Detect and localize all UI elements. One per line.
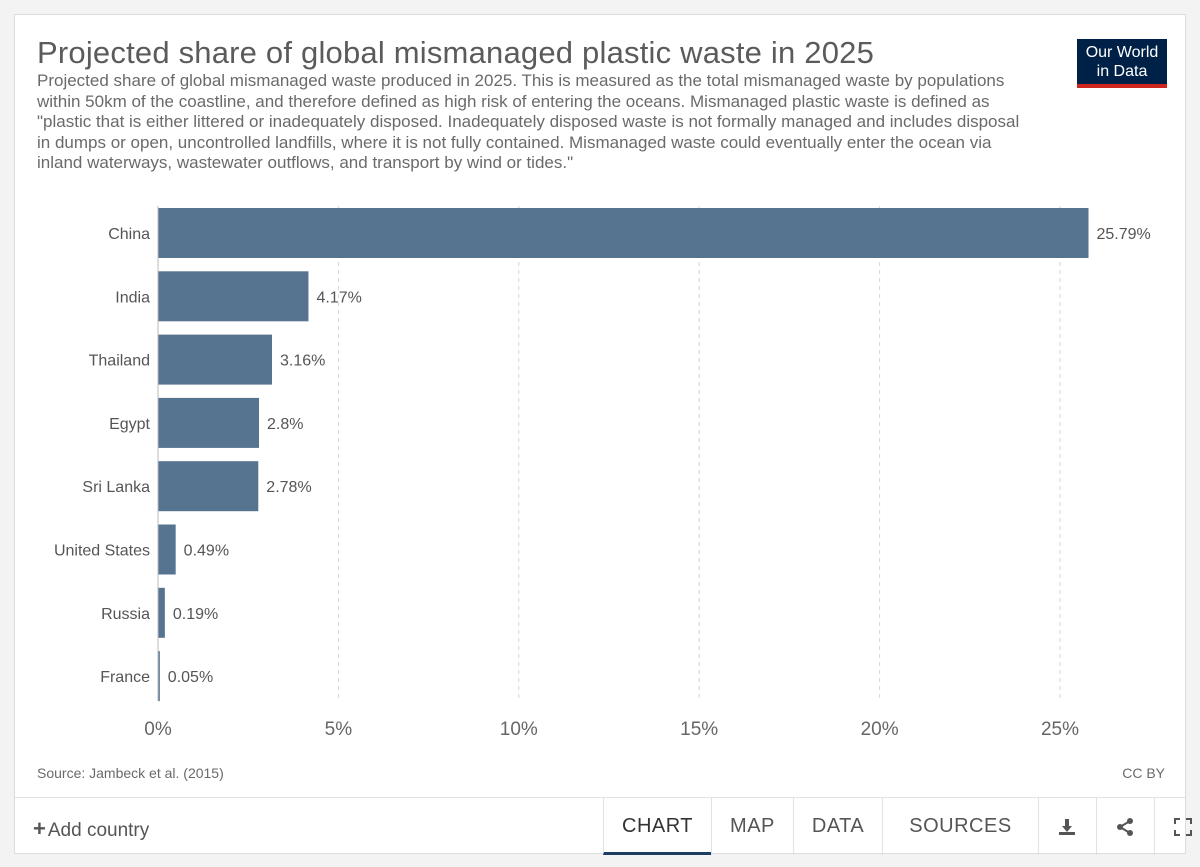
data-label: 3.16% — [280, 353, 325, 370]
bar — [158, 397, 260, 448]
bar-chart: 0% 5% 10% 15% 20% 25% China 25.79% India 4.17% Tha… — [54, 206, 1151, 740]
share-icon — [1117, 817, 1134, 836]
logo-line-2: in Data — [1096, 63, 1148, 80]
share-button[interactable] — [1095, 798, 1154, 855]
download-icon — [1059, 818, 1076, 835]
x-tick-label: 25% — [1041, 719, 1079, 740]
category-label: United States — [54, 543, 150, 560]
bar — [158, 271, 309, 322]
data-label: 0.19% — [173, 606, 218, 623]
x-tick-label: 0% — [144, 719, 172, 740]
category-label: Russia — [101, 606, 150, 623]
license-link[interactable]: CC BY — [1122, 765, 1165, 781]
tab-bar: CHART MAP DATA SOURCES — [603, 798, 1200, 855]
logo-line-1: Our World — [1085, 44, 1159, 61]
category-label: India — [115, 289, 150, 306]
x-tick-label: 15% — [680, 719, 718, 740]
plus-icon: + — [33, 816, 46, 841]
add-country-button[interactable]: + Add country — [33, 816, 149, 842]
category-label: France — [100, 669, 150, 686]
data-label: 4.17% — [316, 289, 361, 306]
category-label: Egypt — [109, 416, 150, 433]
owid-logo[interactable]: Our World in Data — [1077, 39, 1167, 88]
tab-sources[interactable]: SOURCES — [882, 798, 1037, 855]
data-label: 0.05% — [168, 669, 213, 686]
bar — [158, 651, 160, 702]
fullscreen-icon — [1174, 817, 1193, 836]
data-label: 2.8% — [267, 416, 303, 433]
chart-card: Projected share of global mismanaged pla… — [14, 14, 1193, 855]
data-label: 2.78% — [266, 479, 311, 496]
chart-subtitle: Projected share of global mismanaged was… — [37, 71, 1020, 172]
source-note: Source: Jambeck et al. (2015) — [37, 765, 224, 781]
tab-map[interactable]: MAP — [711, 798, 793, 855]
x-tick-label: 10% — [500, 719, 538, 740]
bar — [158, 461, 259, 512]
bar — [158, 334, 273, 385]
category-label: China — [108, 226, 150, 243]
bar — [158, 587, 165, 638]
bar — [158, 524, 176, 575]
bar — [158, 208, 1089, 258]
tab-chart[interactable]: CHART — [603, 798, 712, 855]
data-label: 0.49% — [184, 543, 229, 560]
controls-bar: + Add country CHART MAP DATA SOURCES — [15, 797, 1193, 855]
x-tick-label: 20% — [861, 719, 899, 740]
category-label: Thailand — [89, 353, 150, 370]
tab-data[interactable]: DATA — [792, 798, 882, 855]
add-country-label: Add country — [47, 820, 150, 841]
chart-title: Projected share of global mismanaged pla… — [37, 35, 875, 70]
download-button[interactable] — [1037, 798, 1096, 855]
category-label: Sri Lanka — [82, 479, 150, 496]
fullscreen-button[interactable] — [1153, 798, 1200, 855]
x-tick-label: 5% — [325, 719, 353, 740]
data-label: 25.79% — [1097, 226, 1151, 243]
